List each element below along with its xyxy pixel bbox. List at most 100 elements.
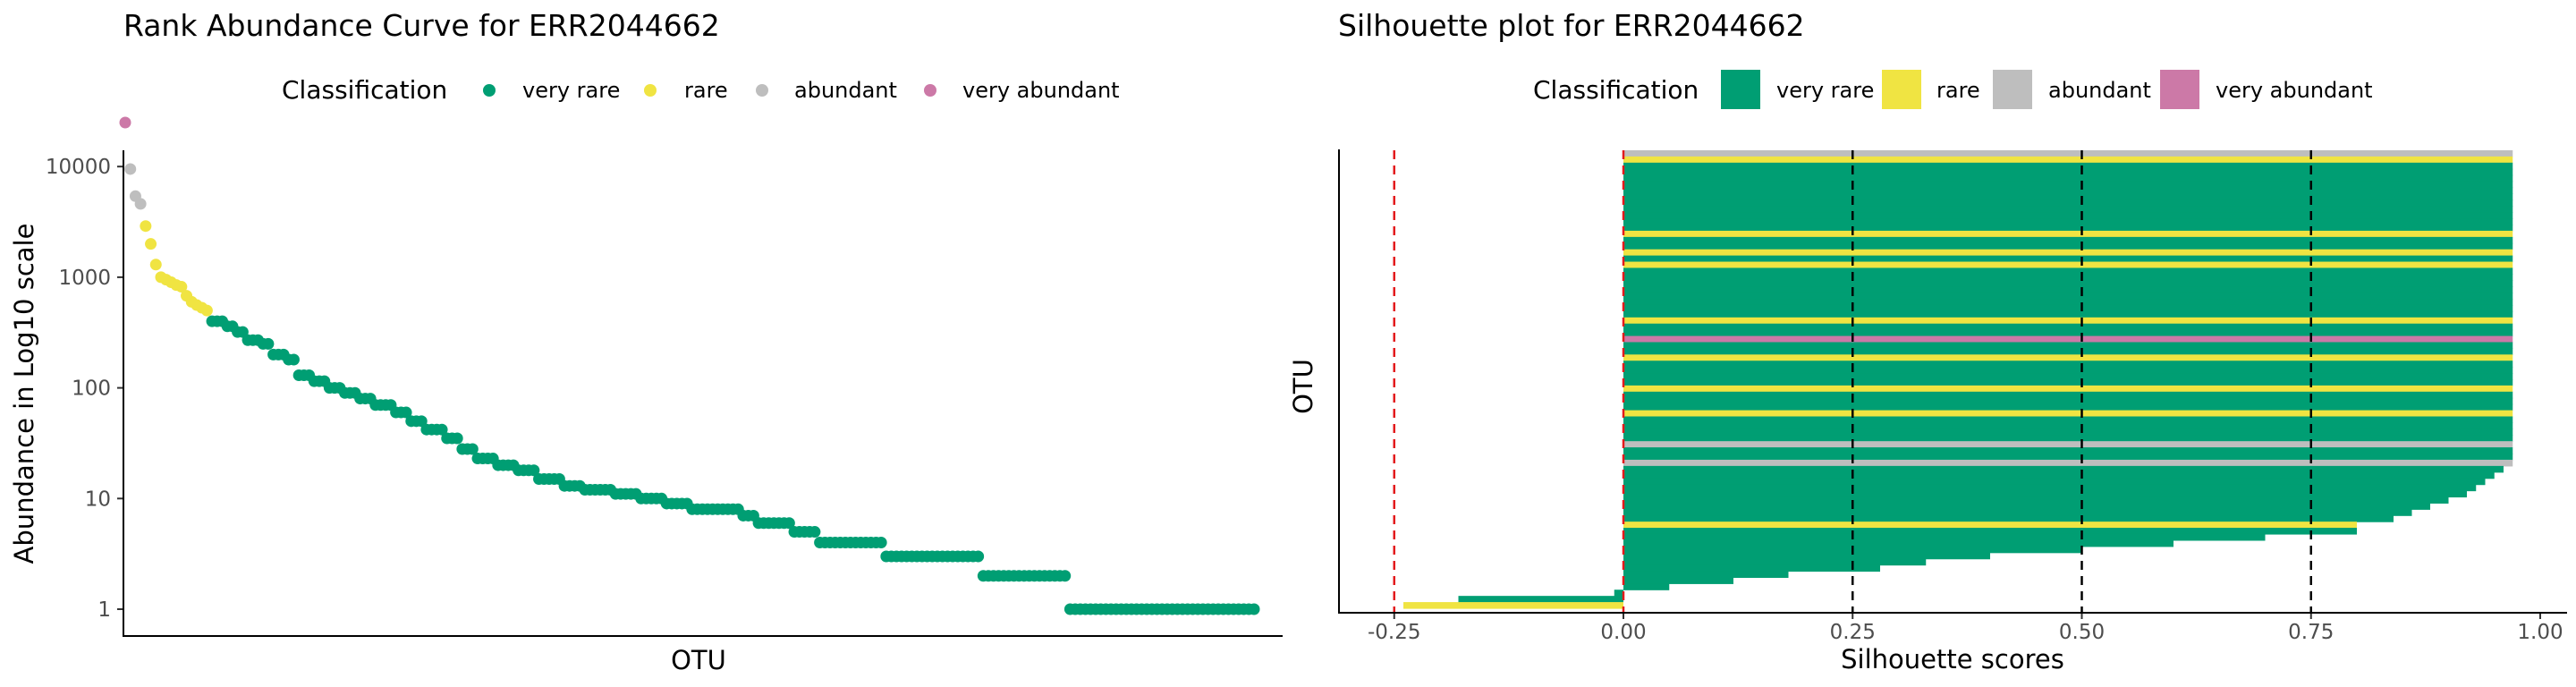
y-axis-ticks: 1 10 100 1000 10000 [46, 156, 123, 622]
silhouette-bar [1623, 373, 2513, 380]
data-points [119, 116, 1260, 615]
rank-abundance-chart: Rank Abundance Curve for ERR2044662 Clas… [9, 8, 1283, 675]
silhouette-bar [1623, 310, 2513, 318]
legend-title: Classification [282, 75, 447, 105]
data-point [466, 443, 479, 455]
data-point [287, 353, 300, 366]
silhouette-bar [1623, 441, 2513, 448]
data-point [124, 163, 137, 175]
silhouette-bar [1623, 348, 2513, 355]
legend-key-abundant [756, 84, 768, 97]
silhouette-bar [1623, 496, 2449, 504]
legend-label-very-abundant: very abundant [2216, 78, 2373, 103]
x-axis-ticks: -0.25 0.00 0.25 0.50 0.75 1.00 [1368, 613, 2563, 644]
legend-key-very-abundant [2160, 70, 2199, 109]
legend-label-rare: rare [684, 78, 728, 103]
x-tick-label: 0.00 [1600, 621, 1646, 644]
y-axis-title: Abundance in Log10 scale [9, 224, 39, 564]
silhouette-bar [1623, 435, 2513, 442]
data-point [140, 220, 152, 233]
silhouette-bar [1623, 317, 2513, 325]
rank-abundance-panel: Rank Abundance Curve for ERR2044662 Clas… [9, 8, 1283, 675]
silhouette-bar [1623, 261, 2513, 269]
data-point [175, 281, 188, 293]
legend-label-very-abundant: very abundant [962, 78, 1120, 103]
x-tick-label: -0.25 [1368, 621, 1421, 644]
silhouette-bar [1623, 323, 2513, 331]
legend-title: Classification [1533, 75, 1699, 105]
data-point [1248, 603, 1260, 615]
silhouette-bar [1623, 490, 2467, 498]
silhouette-bar [1623, 206, 2513, 213]
silhouette-bar [1623, 558, 1927, 566]
legend-key-rare [1882, 70, 1921, 109]
data-point [119, 116, 131, 129]
silhouette-bar [1623, 255, 2513, 263]
silhouette-chart: Silhouette plot for ERR2044662 Classific… [1288, 8, 2567, 674]
legend-label-rare: rare [1936, 78, 1980, 103]
x-tick-label: 0.25 [1830, 621, 1876, 644]
silhouette-bar [1623, 447, 2513, 454]
silhouette-bar [1623, 403, 2513, 411]
silhouette-bar [1623, 564, 1880, 572]
legend: Classification very rare rare abundant v… [1533, 70, 2373, 109]
silhouette-bar [1623, 335, 2513, 344]
legend-key-very-abundant [924, 84, 936, 97]
silhouette-bar [1623, 391, 2513, 399]
data-point [400, 406, 412, 419]
y-tick-label: 10000 [46, 156, 111, 179]
silhouette-bar [1623, 379, 2513, 386]
x-tick-label: 1.00 [2517, 621, 2563, 644]
silhouette-bar [1623, 367, 2513, 374]
silhouette-bar [1623, 515, 2394, 522]
y-tick-label: 10 [85, 488, 111, 511]
silhouette-bar [1623, 509, 2412, 516]
data-point [415, 415, 428, 428]
reference-lines [1393, 150, 2312, 613]
silhouette-bar [1623, 528, 2357, 535]
data-point [451, 432, 463, 445]
legend-label-abundant: abundant [2048, 78, 2151, 103]
data-point [134, 198, 147, 210]
silhouette-bar [1623, 397, 2513, 405]
legend-label-very-rare: very rare [1776, 78, 1874, 103]
silhouette-bar [1623, 236, 2513, 244]
y-tick-label: 100 [72, 377, 111, 401]
data-point [972, 550, 985, 563]
silhouette-bar [1623, 465, 2504, 473]
chart-title: Rank Abundance Curve for ERR2044662 [123, 8, 720, 43]
legend-key-very-rare [483, 84, 496, 97]
silhouette-bar [1623, 539, 2174, 547]
silhouette-bar [1403, 602, 1623, 609]
x-axis-title: OTU [671, 645, 726, 675]
silhouette-bars [1403, 150, 2513, 609]
silhouette-bar [1623, 454, 2513, 461]
silhouette-bar [1623, 416, 2513, 424]
silhouette-bar [1623, 193, 2513, 200]
silhouette-bar [1623, 577, 1733, 584]
silhouette-bar [1623, 552, 1990, 560]
silhouette-bar [1623, 181, 2513, 189]
legend: Classification very rare rare abundant v… [282, 75, 1120, 105]
data-point [1059, 570, 1072, 582]
silhouette-bar [1623, 478, 2486, 486]
x-axis-title: Silhouette scores [1841, 644, 2064, 674]
silhouette-bar [1623, 571, 1789, 579]
legend-label-abundant: abundant [794, 78, 897, 103]
silhouette-bar [1623, 304, 2513, 312]
silhouette-bar [1623, 212, 2513, 219]
legend-label-very-rare: very rare [522, 78, 620, 103]
x-tick-label: 0.75 [2288, 621, 2334, 644]
data-point [200, 304, 213, 317]
data-point [262, 337, 275, 350]
legend-key-rare [644, 84, 657, 97]
silhouette-bar [1623, 410, 2513, 418]
silhouette-bar [1623, 174, 2513, 182]
chart-title: Silhouette plot for ERR2044662 [1338, 8, 1805, 43]
silhouette-bar [1623, 162, 2513, 170]
silhouette-bar [1623, 230, 2513, 238]
silhouette-bar [1623, 459, 2513, 467]
silhouette-bar [1623, 385, 2513, 393]
silhouette-bar [1623, 533, 2266, 541]
data-point [145, 238, 157, 250]
